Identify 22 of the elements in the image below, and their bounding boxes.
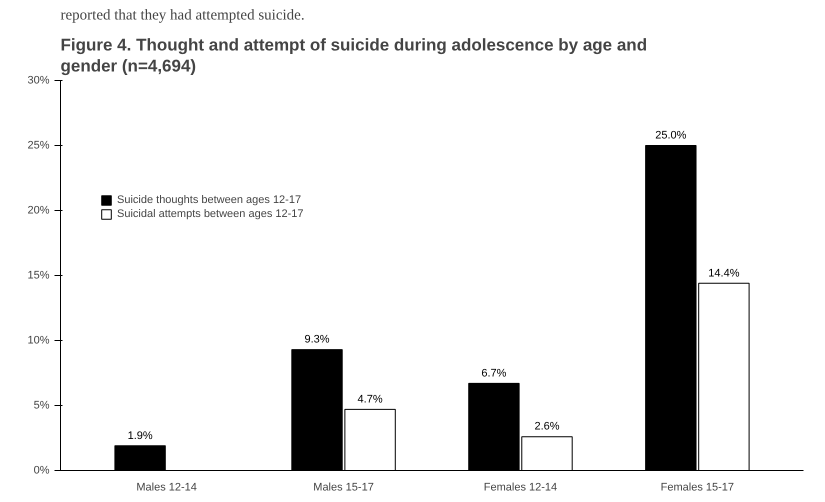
data-label: 9.3%: [304, 334, 330, 346]
y-tick-label: 30%: [27, 74, 50, 86]
legend-label: Suicidal attempts between ages 12-17: [117, 208, 304, 220]
y-tick-label: 5%: [34, 400, 50, 412]
chart-title: Figure 4. Thought and attempt of suicide during adolescence by age and gender (n=4,694): [60, 36, 648, 76]
x-tick-label: Males 12-14: [136, 482, 197, 494]
x-tick-label: Males 15-17: [313, 482, 374, 494]
y-tick-label: 10%: [27, 334, 50, 346]
x-tick-label: Females 15-17: [660, 482, 734, 494]
data-label: 6.7%: [481, 367, 507, 380]
text: reported that they had attempted suicide.: [60, 8, 305, 24]
y-tick-label: 0%: [34, 464, 50, 476]
data-label: 1.9%: [128, 430, 153, 442]
x-tick-label: Females 12-14: [484, 482, 558, 494]
data-label: 25.0%: [655, 130, 687, 142]
data-label: 2.6%: [534, 420, 560, 433]
y-tick-label: 20%: [27, 204, 50, 216]
data-label: 14.4%: [708, 267, 740, 280]
data-label: 4.7%: [358, 393, 383, 406]
y-tick-label: 25%: [27, 140, 50, 152]
y-tick-label: 15%: [27, 270, 50, 282]
legend-label: Suicide thoughts between ages 12-17: [117, 194, 302, 206]
